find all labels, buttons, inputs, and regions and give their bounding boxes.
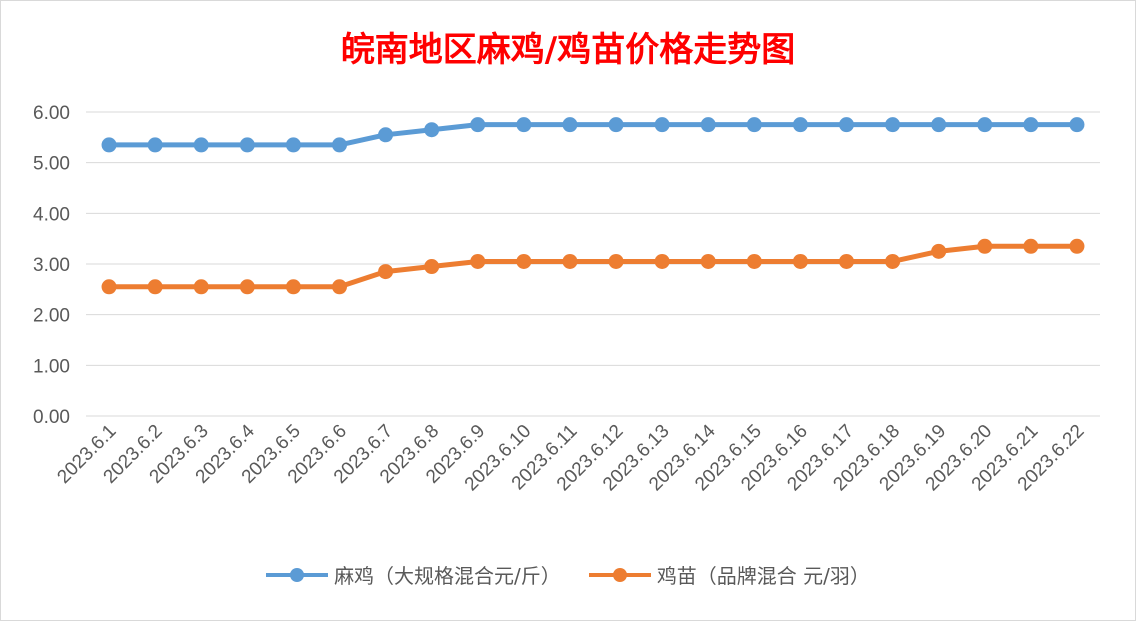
y-tick-label: 3.00 bbox=[33, 255, 70, 276]
data-point bbox=[608, 117, 624, 133]
chart-title: 皖南地区麻鸡/鸡苗价格走势图 bbox=[340, 30, 796, 70]
data-point bbox=[1023, 238, 1039, 254]
data-point bbox=[792, 253, 808, 269]
data-point bbox=[424, 259, 440, 275]
data-point bbox=[516, 253, 532, 269]
legend-dot-0 bbox=[290, 567, 305, 582]
data-point bbox=[931, 243, 947, 259]
data-point bbox=[193, 137, 209, 153]
data-point bbox=[239, 279, 255, 295]
y-tick-label: 5.00 bbox=[33, 154, 70, 175]
data-point bbox=[101, 137, 117, 153]
y-tick-label: 6.00 bbox=[33, 103, 70, 124]
legend-marker-icon bbox=[266, 567, 329, 582]
data-point bbox=[700, 117, 716, 133]
legend-item-series-1: 鸡苗（品牌混合 元/羽） bbox=[588, 560, 870, 589]
data-point bbox=[285, 137, 301, 153]
data-point bbox=[424, 122, 440, 138]
data-point bbox=[285, 279, 301, 295]
legend: 麻鸡（大规格混合元/斤） 鸡苗（品牌混合 元/羽） bbox=[0, 560, 1136, 589]
data-point bbox=[885, 253, 901, 269]
data-point bbox=[654, 117, 670, 133]
data-point bbox=[147, 137, 163, 153]
data-point bbox=[562, 117, 578, 133]
data-point bbox=[562, 253, 578, 269]
series-line-1 bbox=[109, 243, 1077, 290]
y-tick-label: 2.00 bbox=[33, 306, 70, 327]
data-point bbox=[332, 279, 347, 295]
data-point bbox=[470, 253, 486, 269]
y-tick-label: 0.00 bbox=[33, 407, 70, 428]
data-point bbox=[332, 137, 347, 153]
y-tick-label: 4.00 bbox=[33, 204, 70, 225]
data-point bbox=[239, 137, 255, 153]
data-point bbox=[839, 117, 854, 133]
legend-label-0: 麻鸡（大规格混合元/斤） bbox=[334, 564, 561, 588]
data-point bbox=[470, 117, 486, 133]
legend-item-series-0: 麻鸡（大规格混合元/斤） bbox=[266, 560, 561, 589]
data-point bbox=[378, 264, 394, 280]
legend-marker-icon bbox=[588, 567, 651, 582]
series-line-0 bbox=[109, 122, 1077, 148]
y-tick-label: 1.00 bbox=[33, 356, 70, 377]
data-point bbox=[931, 117, 947, 133]
data-point bbox=[700, 253, 716, 269]
legend-label-1: 鸡苗（品牌混合 元/羽） bbox=[656, 564, 870, 588]
data-point bbox=[516, 117, 532, 133]
data-point bbox=[746, 253, 762, 269]
data-point bbox=[792, 117, 808, 133]
data-point bbox=[839, 253, 854, 269]
data-point bbox=[977, 238, 993, 254]
data-point bbox=[746, 117, 762, 133]
data-point bbox=[1023, 117, 1039, 133]
data-point bbox=[608, 253, 624, 269]
data-point bbox=[654, 253, 670, 269]
data-point bbox=[1069, 238, 1085, 254]
data-point bbox=[147, 279, 163, 295]
data-point bbox=[101, 279, 117, 295]
data-point bbox=[1069, 117, 1085, 133]
data-point bbox=[193, 279, 209, 295]
legend-dot-1 bbox=[612, 567, 627, 582]
data-point bbox=[378, 127, 394, 143]
data-point bbox=[977, 117, 993, 133]
data-point bbox=[885, 117, 901, 133]
